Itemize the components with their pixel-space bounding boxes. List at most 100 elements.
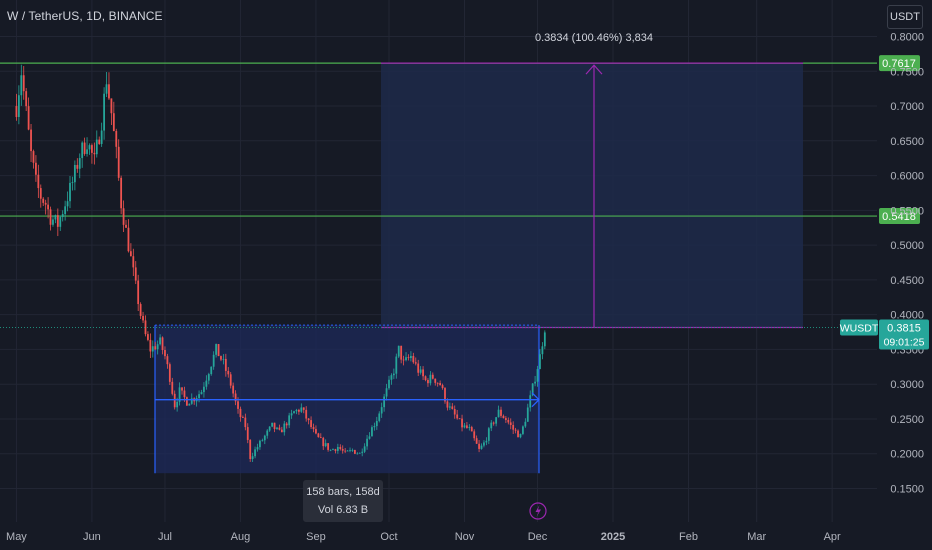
candle-body <box>424 376 427 381</box>
candle-body <box>142 315 144 321</box>
candle-body <box>144 320 147 335</box>
candle-body <box>185 397 188 406</box>
candle-body <box>543 332 546 347</box>
candle-body <box>315 429 317 434</box>
candle-body <box>349 449 351 451</box>
candle-body <box>168 364 171 382</box>
candle-body <box>151 346 154 352</box>
candle-body <box>519 433 522 438</box>
candle-body <box>120 177 123 209</box>
candle-body <box>458 418 461 420</box>
candle-body <box>539 354 541 370</box>
candle-body <box>188 403 191 406</box>
candle-body <box>414 362 417 364</box>
candle-body <box>42 198 45 203</box>
candle-body <box>212 354 215 367</box>
candle-body <box>83 142 86 154</box>
candle-body <box>410 355 412 359</box>
symbol-title[interactable]: W / TetherUS, 1D, BINANCE <box>7 9 163 23</box>
candle-body <box>137 280 140 305</box>
x-tick-label: Mar <box>747 531 766 543</box>
candle-body <box>127 227 130 252</box>
candle-body <box>529 395 532 408</box>
candle-body <box>380 407 383 414</box>
candle-body <box>139 304 142 316</box>
candle-body <box>448 406 451 408</box>
candle-body <box>480 445 483 449</box>
candle-body <box>526 407 529 422</box>
candle-body <box>210 366 213 375</box>
candle-body <box>419 369 422 373</box>
candle-body <box>105 84 108 94</box>
candle-body <box>522 426 524 434</box>
candle-body <box>375 420 378 427</box>
candle-body <box>232 385 235 394</box>
candle-body <box>310 420 312 428</box>
tooltip-bars: 158 bars, 158d <box>306 486 380 498</box>
candle-body <box>241 417 244 418</box>
y-tick-label: 0.5500 <box>890 205 924 217</box>
candle-body <box>354 449 356 454</box>
candle-body <box>86 149 88 154</box>
candle-body <box>78 158 81 169</box>
candle-body <box>490 422 493 429</box>
countdown-label: 09:01:25 <box>884 337 925 349</box>
candle-body <box>346 450 349 452</box>
candle-body <box>368 436 371 439</box>
candle-body <box>122 208 125 225</box>
candle-body <box>176 401 179 408</box>
x-tick-label: Oct <box>380 531 397 543</box>
x-tick-label: 2025 <box>601 531 625 543</box>
candle-body <box>400 345 403 360</box>
candle-body <box>159 337 161 345</box>
currency-button[interactable]: USDT <box>887 5 923 29</box>
y-tick-label: 0.2000 <box>890 449 924 461</box>
symbol-tag <box>840 319 878 336</box>
price-range-zone <box>381 63 803 328</box>
candle-body <box>220 356 222 360</box>
candle-body <box>66 201 69 207</box>
drawing-zones <box>154 63 803 474</box>
time-axis[interactable]: May Jun Jul Aug Sep Oct Nov Dec 2025 Feb Mar Apr <box>6 531 841 543</box>
candle-body <box>56 215 59 227</box>
candle-body <box>154 346 157 350</box>
candle-body <box>117 146 120 178</box>
candle-body <box>285 423 288 426</box>
candle-body <box>222 358 225 360</box>
candle-body <box>198 394 200 399</box>
candle-body <box>344 450 347 452</box>
candle-body <box>339 446 342 450</box>
candle-body <box>263 435 266 441</box>
candle-body <box>388 379 390 389</box>
candle-body <box>397 345 400 357</box>
measure-label: 0.3834 (100.46%) 3,834 <box>535 32 653 44</box>
candle-body <box>427 380 429 384</box>
candle-body <box>509 422 512 425</box>
tooltip-volume: Vol 6.83 B <box>317 504 369 516</box>
candle-body <box>134 267 137 281</box>
candle-body <box>322 437 325 447</box>
candle-body <box>483 442 485 446</box>
candle-body <box>329 449 332 451</box>
x-tick-label: Jun <box>83 531 101 543</box>
candle-body <box>190 398 193 404</box>
candle-body <box>229 374 232 386</box>
x-tick-label: May <box>6 531 27 543</box>
price-axis[interactable]: 0.8000 0.7500 0.7000 0.6500 0.6000 0.5500 0.50… <box>890 32 924 496</box>
candle-body <box>456 414 459 419</box>
y-tick-label: 0.4500 <box>890 275 924 287</box>
candle-body <box>249 439 252 459</box>
candle-body <box>336 446 339 451</box>
candle-body <box>278 427 281 430</box>
y-tick-label: 0.5000 <box>890 240 924 252</box>
candle-body <box>166 356 169 365</box>
candle-body <box>261 440 264 442</box>
drawing-overlays: 0.3834 (100.46%) 3,834 <box>0 32 877 408</box>
candle-body <box>478 443 480 449</box>
candle-body <box>132 256 135 268</box>
candle-body <box>385 388 388 397</box>
y-tick-label: 0.2500 <box>890 414 924 426</box>
candle-body <box>405 357 407 361</box>
candle-body <box>256 447 259 450</box>
